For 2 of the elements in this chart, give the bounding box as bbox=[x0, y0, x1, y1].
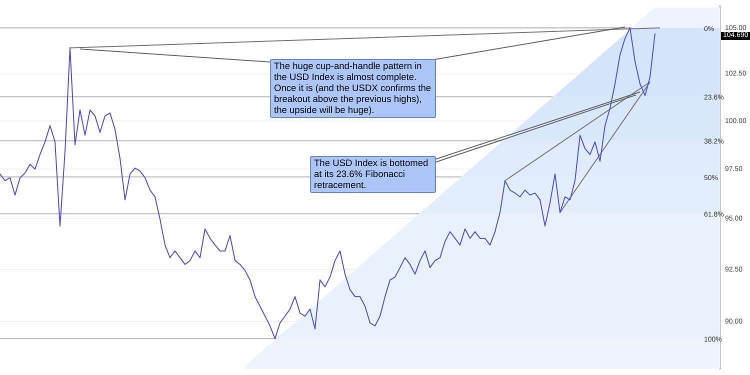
annotation: The huge cup-and-handle pattern in the USD Index is almost complete. Once it is (and the USDX confirms the breakout above the previous highs), the upside will be huge). bbox=[270, 59, 436, 118]
annotation: The USD Index is bottomed at its 23.6% Fibonacci retracement. bbox=[310, 156, 436, 193]
